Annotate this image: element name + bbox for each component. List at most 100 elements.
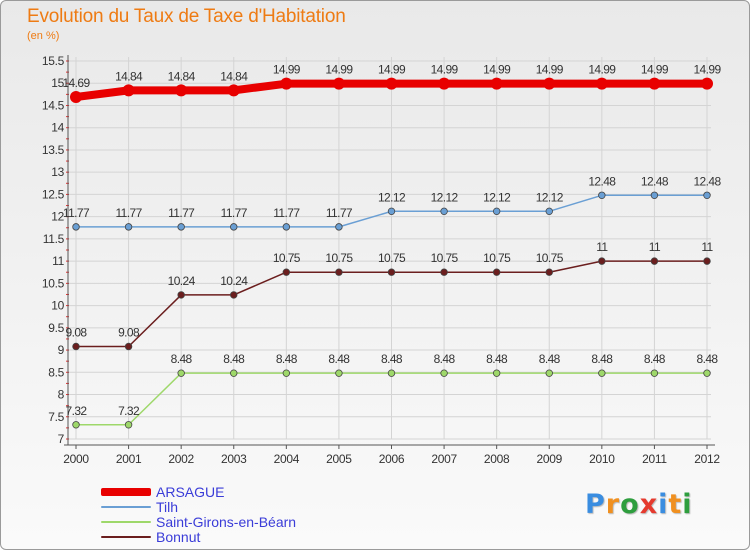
data-label: 11.77 [273,206,300,220]
data-point [650,369,659,377]
y-tick-label: 15.5 [42,54,65,68]
y-tick-label: 10.5 [42,276,65,290]
data-label: 8.48 [539,352,561,366]
data-label: 8.48 [381,352,403,366]
y-tick-label: 10 [51,299,64,313]
y-tick-label: 8 [58,388,65,402]
y-tick-label: 14 [51,121,64,135]
data-point [72,342,80,351]
y-tick-label: 14.5 [42,98,65,112]
data-label: 10.75 [431,251,459,265]
data-point [175,84,188,97]
data-point [72,223,80,231]
data-label: 8.48 [697,352,719,366]
data-point [440,268,448,276]
legend-swatch-arsague [101,488,151,496]
data-point [282,223,291,231]
x-tick-label: 2010 [589,452,615,466]
data-label: 14.84 [168,69,196,83]
legend-label: ARSAGUE [156,484,225,500]
y-tick-label: 9 [58,343,65,357]
data-label: 8.48 [328,352,350,366]
x-tick-label: 2001 [116,452,142,466]
data-point [230,369,238,377]
data-label: 12.48 [588,174,616,188]
data-label: 11.77 [116,206,143,220]
data-point [70,91,82,104]
x-tick-label: 2011 [642,452,667,466]
data-label: 10.24 [220,274,248,288]
data-label: 11 [701,240,713,254]
data-label: 14.99 [641,63,669,77]
x-tick-label: 2004 [274,452,300,466]
data-point [598,257,606,265]
data-point [703,257,711,265]
data-label: 11.77 [168,206,195,220]
data-point [440,369,448,377]
y-tick-label: 13.5 [42,143,65,157]
chart-title: Evolution du Taux de Taxe d'Habitation [27,6,346,27]
data-label: 8.48 [434,352,456,366]
data-point [177,369,185,377]
data-point [701,77,713,90]
data-point [335,223,343,231]
data-point [387,207,396,216]
data-point [230,223,238,231]
y-tick-label: 8.5 [48,365,64,379]
data-point [177,223,185,231]
data-point [282,369,291,377]
data-label: 12.12 [431,190,459,204]
data-label: 8.48 [171,352,193,366]
data-label: 14.99 [431,63,459,77]
data-label: 12.12 [536,190,564,204]
data-label: 9.08 [66,326,88,340]
x-tick-label: 2007 [431,452,457,466]
data-point [545,369,553,377]
data-label: 14.99 [588,63,616,77]
data-point [438,77,451,90]
data-point [385,77,398,90]
data-label: 14.99 [273,63,301,77]
data-point [122,84,135,97]
data-point [335,268,343,276]
data-point [648,77,661,90]
data-point [703,191,711,200]
data-label: 10.75 [273,251,301,265]
y-tick-label: 7 [58,432,65,446]
data-label: 12.48 [641,174,669,188]
data-label: 12.48 [693,174,721,188]
data-label: 8.48 [644,352,666,366]
legend-label: Bonnut [156,529,201,545]
data-label: 12.12 [483,190,511,204]
data-label: 14.84 [115,69,143,83]
data-label: 10.75 [325,251,353,265]
data-label: 10.75 [483,251,511,265]
data-point [332,77,345,90]
data-label: 11.77 [326,206,353,220]
data-point [598,191,606,200]
x-tick-label: 2002 [168,452,194,466]
data-label: 10.75 [536,251,564,265]
x-tick-label: 2008 [484,452,510,466]
x-tick-label: 2000 [63,452,89,466]
data-point [650,191,659,200]
data-label: 14.99 [325,63,353,77]
x-tick-label: 2012 [694,452,720,466]
data-point [282,268,291,276]
data-label: 8.48 [276,352,298,366]
y-tick-label: 7.5 [48,410,64,424]
legend-swatch-tilh [101,506,151,508]
data-label: 11 [596,240,608,254]
data-point [490,77,503,90]
y-tick-label: 11 [52,254,64,268]
data-point [124,342,133,351]
data-label: 10.75 [378,251,406,265]
data-point [543,77,556,90]
data-point [124,421,133,429]
data-label: 7.32 [66,404,88,418]
data-label: 14.99 [378,63,406,77]
data-label: 10.24 [168,274,196,288]
data-label: 14.99 [693,63,721,77]
data-label: 14.69 [62,76,90,90]
